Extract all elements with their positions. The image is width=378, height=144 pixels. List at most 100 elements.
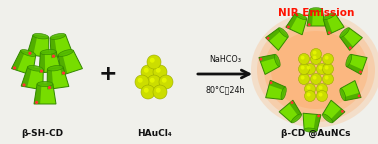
Polygon shape <box>269 80 285 90</box>
Polygon shape <box>259 54 279 74</box>
Circle shape <box>147 75 161 89</box>
Ellipse shape <box>50 33 66 39</box>
Ellipse shape <box>58 50 73 56</box>
Polygon shape <box>344 93 361 101</box>
Polygon shape <box>266 28 282 41</box>
Circle shape <box>153 85 167 99</box>
Circle shape <box>150 78 155 83</box>
Ellipse shape <box>21 50 36 56</box>
Circle shape <box>359 71 362 73</box>
Circle shape <box>319 66 322 70</box>
Circle shape <box>313 51 316 55</box>
Circle shape <box>305 64 316 74</box>
Circle shape <box>307 93 311 96</box>
Circle shape <box>328 31 331 34</box>
Polygon shape <box>307 10 313 26</box>
Polygon shape <box>50 37 57 58</box>
Circle shape <box>48 86 51 89</box>
Ellipse shape <box>40 49 56 55</box>
FancyArrowPatch shape <box>198 70 249 78</box>
Circle shape <box>322 73 333 85</box>
Circle shape <box>319 86 322 90</box>
Text: HAuCl₄: HAuCl₄ <box>136 129 171 138</box>
Polygon shape <box>347 63 363 74</box>
Circle shape <box>144 68 149 73</box>
Circle shape <box>325 56 328 60</box>
Ellipse shape <box>323 13 335 20</box>
Circle shape <box>162 78 167 83</box>
Polygon shape <box>27 35 49 58</box>
Circle shape <box>316 90 327 102</box>
Circle shape <box>299 73 310 85</box>
Circle shape <box>322 54 333 65</box>
Circle shape <box>316 84 327 94</box>
Circle shape <box>266 37 270 40</box>
Polygon shape <box>289 100 301 117</box>
Ellipse shape <box>257 18 375 122</box>
Text: 80°C，24h: 80°C，24h <box>205 85 245 94</box>
Ellipse shape <box>322 114 333 123</box>
Ellipse shape <box>291 114 302 123</box>
Ellipse shape <box>295 13 307 20</box>
Polygon shape <box>303 113 321 131</box>
Circle shape <box>138 78 143 83</box>
Circle shape <box>141 65 155 79</box>
Polygon shape <box>27 35 37 55</box>
Polygon shape <box>330 109 345 123</box>
Polygon shape <box>322 100 345 123</box>
Polygon shape <box>286 14 307 35</box>
Circle shape <box>301 76 305 79</box>
Circle shape <box>358 94 361 97</box>
Polygon shape <box>39 51 61 73</box>
Ellipse shape <box>279 28 288 37</box>
Circle shape <box>325 76 328 79</box>
Polygon shape <box>47 69 53 90</box>
Circle shape <box>291 101 293 104</box>
Circle shape <box>287 25 290 28</box>
Circle shape <box>322 64 333 74</box>
Polygon shape <box>266 80 285 100</box>
Circle shape <box>305 84 316 94</box>
Circle shape <box>307 86 311 90</box>
Polygon shape <box>340 28 363 50</box>
Circle shape <box>35 101 38 104</box>
Ellipse shape <box>346 54 352 67</box>
Polygon shape <box>50 35 73 58</box>
Polygon shape <box>286 14 298 29</box>
Circle shape <box>62 71 65 75</box>
Circle shape <box>310 49 322 59</box>
Text: NaHCO₃: NaHCO₃ <box>209 55 241 64</box>
Polygon shape <box>307 10 325 26</box>
Polygon shape <box>34 84 42 104</box>
Ellipse shape <box>340 28 349 37</box>
Polygon shape <box>47 67 69 90</box>
Ellipse shape <box>47 66 63 71</box>
Circle shape <box>144 88 149 93</box>
Circle shape <box>317 114 320 117</box>
Polygon shape <box>279 100 301 123</box>
Text: β-CD @AuNCs: β-CD @AuNCs <box>281 129 351 138</box>
Polygon shape <box>58 51 82 75</box>
Ellipse shape <box>310 8 322 12</box>
Polygon shape <box>34 84 56 104</box>
Circle shape <box>313 76 316 79</box>
Ellipse shape <box>28 66 43 71</box>
Ellipse shape <box>37 82 53 87</box>
Polygon shape <box>12 51 25 71</box>
Ellipse shape <box>251 13 378 127</box>
Circle shape <box>270 81 273 84</box>
Circle shape <box>341 110 344 113</box>
Circle shape <box>147 55 161 69</box>
Circle shape <box>153 65 167 79</box>
Ellipse shape <box>281 87 286 100</box>
Circle shape <box>159 75 173 89</box>
Circle shape <box>150 58 155 63</box>
Text: β-SH-CD: β-SH-CD <box>21 129 63 138</box>
Polygon shape <box>12 51 36 75</box>
Circle shape <box>319 93 322 96</box>
Ellipse shape <box>264 24 368 116</box>
Polygon shape <box>58 54 67 75</box>
Polygon shape <box>341 80 361 101</box>
Circle shape <box>299 54 310 65</box>
Circle shape <box>135 75 149 89</box>
